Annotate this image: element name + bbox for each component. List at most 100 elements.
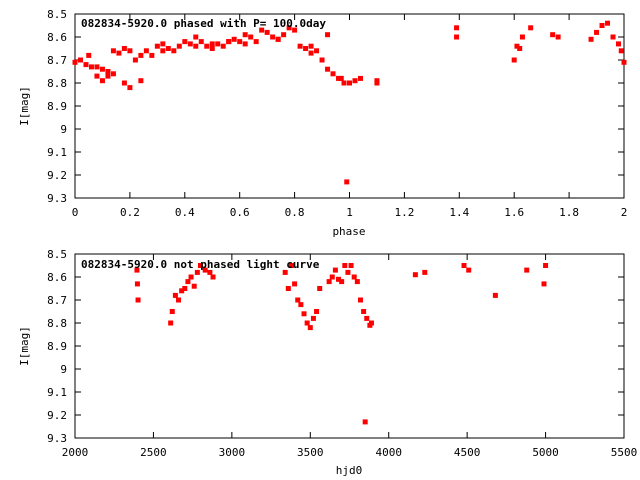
unphased-data-point <box>135 297 141 303</box>
phased-data-point <box>198 39 204 45</box>
unphased-x-tick-label: 5500 <box>611 446 638 459</box>
phased-data-point <box>132 57 138 63</box>
unphased-data-points <box>134 263 549 425</box>
unphased-data-point <box>368 320 374 326</box>
unphased-data-point <box>197 263 203 268</box>
phased-data-point <box>454 25 460 31</box>
phased-x-tick-label: 1.6 <box>504 206 524 219</box>
phased-data-point <box>275 36 281 42</box>
phased-data-point <box>618 48 624 54</box>
unphased-data-point <box>191 283 197 289</box>
unphased-data-point <box>354 279 360 285</box>
phased-data-point <box>308 50 314 56</box>
unphased-data-point <box>329 274 335 280</box>
phased-data-point <box>226 39 232 45</box>
unphased-data-point <box>134 267 140 273</box>
unphased-y-tick-label: 8.5 <box>47 248 67 261</box>
phased-data-point <box>248 34 254 40</box>
phased-data-point <box>116 50 122 56</box>
phased-data-point <box>83 62 89 68</box>
unphased-data-point <box>345 269 351 275</box>
phased-y-axis: 8.5 8.6 8.7 8.8 8.9 9 9.1 9.2 9.3 <box>47 8 624 205</box>
unphased-data-point <box>357 297 363 303</box>
unphased-data-point <box>304 320 310 326</box>
phased-data-point <box>610 34 616 40</box>
phased-data-point <box>237 39 243 45</box>
phased-data-point <box>171 48 177 54</box>
phased-data-point <box>357 75 363 81</box>
phased-data-point <box>94 73 100 79</box>
phased-data-point <box>77 57 83 63</box>
phased-y-tick-label: 9.2 <box>47 169 67 182</box>
unphased-data-point <box>307 325 313 331</box>
unphased-data-point <box>422 269 428 275</box>
unphased-x-tick-label: 3500 <box>297 446 324 459</box>
unphased-data-point <box>492 292 498 298</box>
unphased-data-point <box>288 263 294 268</box>
unphased-x-axis-label: hjd0 <box>336 464 363 477</box>
phased-data-point <box>599 23 605 28</box>
phased-data-point <box>165 46 171 51</box>
phased-data-point <box>528 25 534 31</box>
phased-data-point <box>231 36 237 42</box>
phased-y-tick-label: 8.8 <box>47 77 67 90</box>
phased-data-point <box>605 20 611 26</box>
unphased-x-tick-label: 4500 <box>454 446 481 459</box>
phased-data-point <box>594 29 600 35</box>
unphased-x-tick-label: 4000 <box>375 446 402 459</box>
phased-x-axis-label: phase <box>332 225 365 238</box>
phased-y-tick-label: 9.1 <box>47 146 67 159</box>
phased-data-point <box>143 48 149 54</box>
unphased-data-point <box>348 263 354 268</box>
unphased-y-tick-label: 9.1 <box>47 386 67 399</box>
phased-data-point <box>347 80 352 86</box>
unphased-data-point <box>202 267 208 273</box>
phased-data-point <box>550 32 556 38</box>
phased-data-point <box>336 75 342 81</box>
phased-data-point <box>253 39 259 45</box>
phased-data-point <box>160 48 166 54</box>
phased-data-point <box>209 41 215 47</box>
unphased-chart-title: 082834-5920.0 not phased light curve <box>81 258 320 271</box>
unphased-data-point <box>543 263 549 268</box>
unphased-data-point <box>168 320 174 326</box>
unphased-data-point <box>285 286 291 291</box>
phased-data-point <box>242 32 248 38</box>
unphased-data-point <box>179 288 185 294</box>
phased-data-point <box>215 41 221 47</box>
unphased-data-point <box>210 274 216 280</box>
phased-y-axis-label: I[mag] <box>18 86 31 126</box>
phased-data-point <box>193 34 199 40</box>
phased-chart-title: 082834-5920.0 phased with P= 100.0day <box>81 17 326 30</box>
phased-data-point <box>204 43 210 49</box>
unphased-y-tick-label: 8.9 <box>47 340 67 353</box>
unphased-data-point <box>326 279 332 285</box>
phased-data-point <box>220 43 226 49</box>
unphased-data-point <box>317 286 323 291</box>
phased-data-point <box>88 64 94 70</box>
phased-data-point <box>72 59 78 65</box>
unphased-data-point <box>182 286 188 291</box>
phased-data-point <box>330 71 336 77</box>
phased-data-point <box>127 85 133 91</box>
unphased-data-point <box>541 281 547 287</box>
unphased-data-point <box>292 281 298 287</box>
phased-y-tick-label: 8.6 <box>47 31 67 44</box>
phased-data-point <box>94 64 100 70</box>
phased-y-tick-label: 8.5 <box>47 8 67 21</box>
unphased-data-point <box>310 315 316 321</box>
unphased-data-point <box>364 315 370 321</box>
phased-data-point <box>341 80 347 86</box>
unphased-y-axis: 8.5 8.6 8.7 8.8 8.9 9 9.1 9.2 9.3 <box>47 248 624 445</box>
unphased-y-axis-label: I[mag] <box>18 326 31 366</box>
phased-data-point <box>149 52 155 58</box>
phased-data-point <box>187 41 193 47</box>
unphased-data-point <box>134 281 140 287</box>
unphased-x-tick-label: 5000 <box>532 446 559 459</box>
phased-data-point <box>286 25 292 31</box>
phased-data-point <box>209 46 215 51</box>
phased-data-point <box>154 43 160 49</box>
phased-data-point <box>99 66 105 72</box>
phased-data-point <box>110 48 116 54</box>
